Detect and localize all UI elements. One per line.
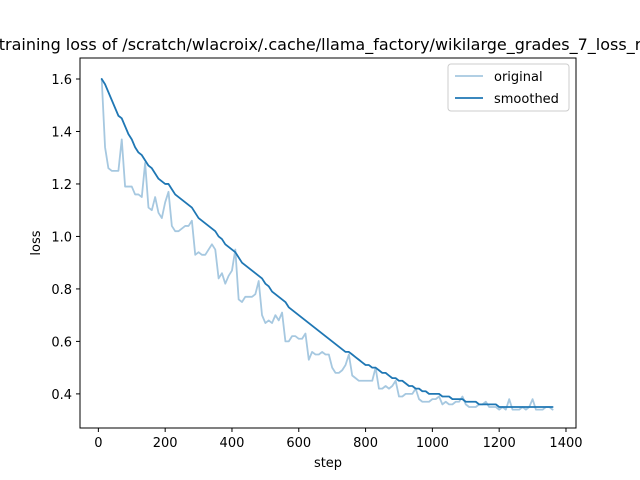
series-line-smoothed [100, 78, 554, 408]
y-tick-label: 1.2 [51, 178, 72, 193]
legend-label-original: original [494, 70, 543, 85]
y-tick-label: 1.0 [51, 230, 72, 245]
series-group [100, 78, 554, 411]
legend-label-smoothed: smoothed [494, 92, 559, 107]
x-tick-label: 800 [353, 436, 378, 451]
x-tick-label: 1000 [416, 436, 449, 451]
chart-title: training loss of /scratch/wlacroix/.cach… [0, 35, 640, 55]
x-tick-label: 200 [153, 436, 178, 451]
y-tick-label: 0.8 [51, 283, 72, 298]
x-axis: 0 200 400 600 800 1000 1200 1400 [94, 428, 583, 451]
x-axis-label: step [314, 456, 342, 471]
y-axis: 0.4 0.6 0.8 1.0 1.2 1.4 1.6 [51, 73, 80, 403]
x-tick-label: 1400 [549, 436, 582, 451]
y-tick-label: 1.6 [51, 73, 72, 88]
legend: original smoothed [447, 63, 570, 112]
y-tick-label: 0.6 [51, 335, 72, 350]
x-tick-label: 1200 [483, 436, 516, 451]
plot-area [79, 57, 577, 429]
x-tick-label: 400 [220, 436, 245, 451]
x-tick-label: 0 [94, 436, 102, 451]
y-tick-label: 0.4 [51, 388, 72, 403]
y-axis-label: loss [29, 230, 44, 255]
series-line-original [100, 78, 554, 411]
x-tick-label: 600 [286, 436, 311, 451]
y-tick-label: 1.4 [51, 125, 72, 140]
